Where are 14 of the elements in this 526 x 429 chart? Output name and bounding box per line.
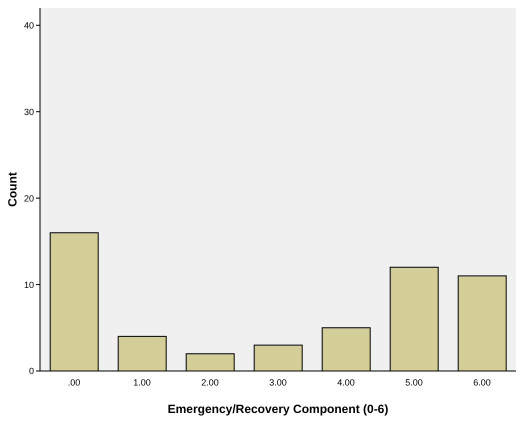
x-tick-label: 1.00 [133,377,151,388]
y-tick-label: 20 [24,193,34,204]
x-tick-label: 3.00 [269,377,287,388]
x-tick-label: 4.00 [337,377,355,388]
y-tick-label: 0 [28,366,34,376]
x-tick-label: .00 [68,377,80,388]
y-tick-label: 30 [24,106,34,117]
x-tick-label: 5.00 [405,377,423,388]
x-axis-title: Emergency/Recovery Component (0-6) [168,402,388,416]
x-tick-label: 2.00 [201,377,219,388]
y-tick-label: 40 [24,20,34,30]
x-tick-label: 6.00 [473,377,491,388]
y-axis-title: Count [5,172,20,207]
y-tick-label: 10 [24,280,34,290]
